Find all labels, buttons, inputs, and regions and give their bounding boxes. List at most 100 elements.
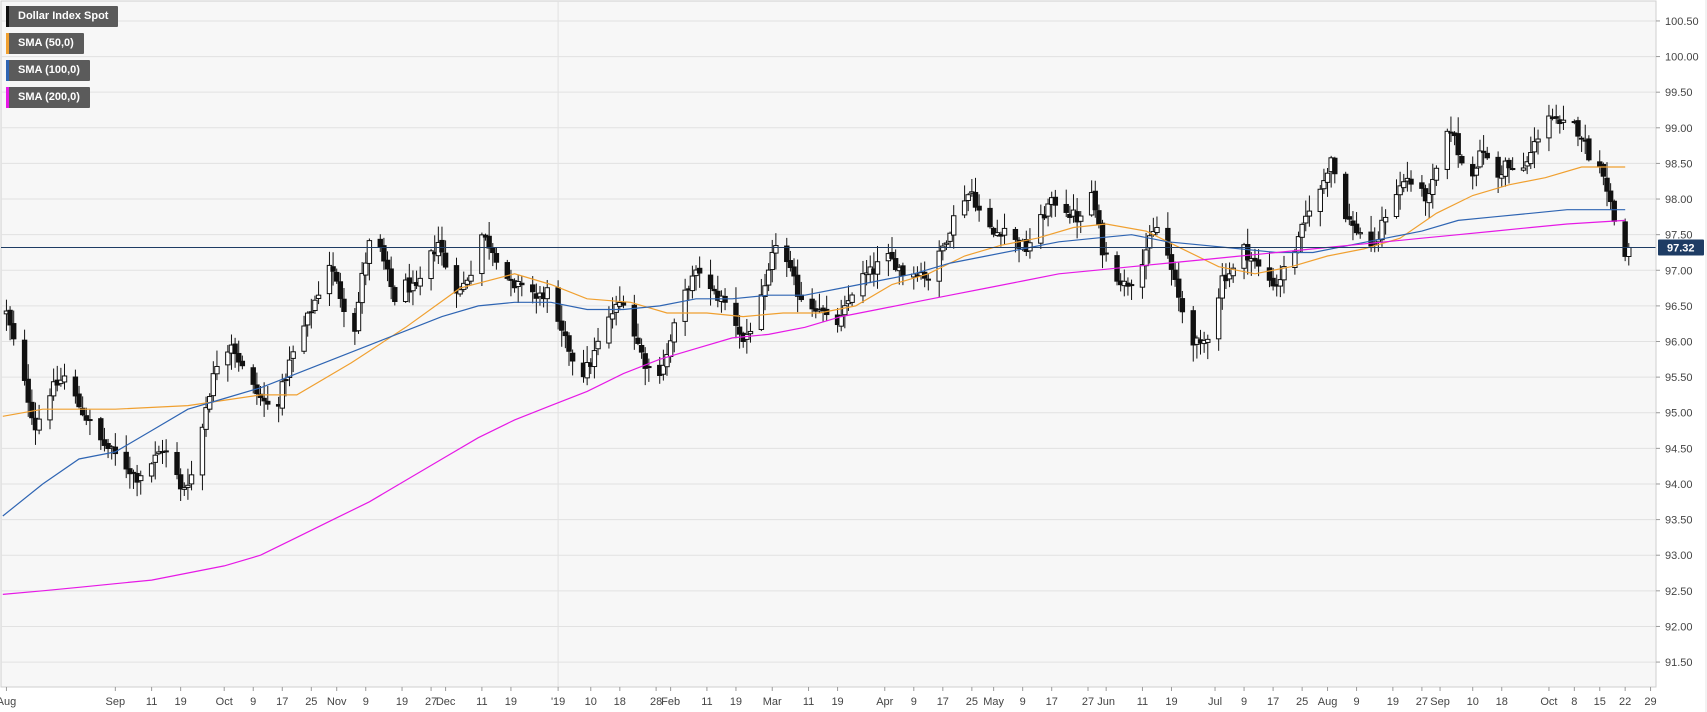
candle-body-up	[210, 373, 217, 397]
candle-body-up	[301, 325, 307, 352]
x-tick-label: 17	[937, 696, 949, 708]
candle-body-down	[1350, 220, 1356, 226]
x-tick-label: Feb	[661, 696, 680, 708]
candle-body-down	[177, 474, 184, 490]
candle-body-up	[468, 274, 474, 282]
candle-body-down	[559, 320, 565, 331]
candle-body-down	[384, 259, 391, 270]
x-tick-label: 9	[911, 696, 917, 708]
candle-body-up	[152, 454, 158, 463]
x-tick-label: 11	[476, 696, 487, 708]
candle-body-up	[457, 289, 463, 295]
y-tick-label: 100.50	[1665, 16, 1699, 28]
candle-body-down	[620, 302, 627, 306]
candle-body-up	[1226, 273, 1233, 280]
candle-body-up	[410, 282, 416, 292]
x-tick-label: 22	[1619, 696, 1631, 708]
candle-body-up	[874, 261, 881, 275]
candle-body-up	[591, 350, 598, 368]
candle-body-down	[1495, 156, 1501, 178]
candle-body-up	[138, 475, 144, 482]
x-tick-label: 25	[305, 696, 317, 708]
x-tick-label: 29	[1644, 696, 1656, 708]
candle-body-up	[428, 250, 434, 280]
candle-body-down	[392, 287, 398, 302]
x-tick-label: Apr	[876, 696, 893, 708]
candle-body-up	[1299, 223, 1305, 238]
candle-body-down	[1509, 168, 1516, 171]
candle-body-down	[105, 443, 111, 450]
y-tick-label: 94.50	[1665, 443, 1693, 455]
candle-body-down	[569, 352, 576, 362]
x-tick-label: 27	[425, 696, 437, 708]
candle-body-up	[1477, 150, 1483, 168]
candle-body-up	[544, 287, 550, 300]
candle-body-up	[667, 340, 674, 357]
x-tick-label: Nov	[327, 696, 347, 708]
candle-body-down	[1255, 259, 1262, 267]
candle-body-up	[1230, 267, 1236, 277]
x-tick-label: Oct	[1540, 696, 1557, 708]
candle-body-down	[631, 304, 638, 337]
candle-body-up	[61, 375, 68, 383]
candle-body-up	[304, 312, 311, 326]
candle-body-up	[1001, 227, 1008, 236]
candle-body-down	[11, 323, 17, 340]
x-tick-label: 17	[1046, 696, 1058, 708]
x-tick-label: 10	[1467, 696, 1479, 708]
candle-body-down	[1604, 177, 1610, 192]
candle-body-up	[943, 242, 950, 245]
candle-body-up	[359, 272, 365, 304]
y-tick-label: 93.50	[1665, 515, 1693, 527]
candle-body-up	[1546, 115, 1552, 139]
x-tick-label: Sep	[1430, 696, 1450, 708]
candle-body-up	[1139, 264, 1146, 288]
x-tick-label: Jul	[1208, 696, 1222, 708]
x-tick-label: 19	[505, 696, 517, 708]
candle-body-up	[50, 381, 57, 397]
candle-body-up	[214, 365, 220, 375]
x-tick-label: 27	[1416, 696, 1428, 708]
candle-body-down	[1419, 182, 1425, 189]
candle-body-down	[925, 278, 932, 281]
candle-body-down	[1190, 310, 1196, 346]
y-tick-label: 97.00	[1665, 265, 1693, 277]
candle-body-down	[784, 245, 790, 263]
candle-body-down	[1586, 138, 1592, 161]
legend-sma-100[interactable]: SMA (100,0)	[6, 60, 90, 81]
x-tick-label: 11	[1137, 696, 1148, 708]
y-tick-label: 95.50	[1665, 372, 1693, 384]
candle-body-down	[1607, 190, 1614, 203]
candle-body-down	[453, 265, 460, 294]
x-tick-label: 17	[1267, 696, 1279, 708]
candle-body-up	[671, 322, 677, 343]
last-price-label: 97.32	[1667, 242, 1695, 254]
candle-body-down	[1368, 231, 1374, 247]
candle-body-down	[1578, 137, 1585, 140]
y-tick-label: 96.50	[1665, 301, 1693, 313]
y-tick-label: 95.00	[1665, 408, 1693, 420]
legend-sma-50-label: SMA (50,0)	[18, 37, 74, 49]
candle-body-down	[696, 267, 703, 274]
candle-body-up	[1379, 219, 1385, 241]
candle-body-down	[174, 451, 180, 476]
candle-body-up	[283, 379, 289, 382]
legend-symbol[interactable]: Dollar Index Spot	[6, 6, 119, 27]
sma-200-swatch	[6, 87, 9, 108]
candle-body-up	[606, 316, 612, 344]
legend-sma-200[interactable]: SMA (200,0)	[6, 87, 90, 108]
x-tick-label: 19	[730, 696, 742, 708]
candle-body-down	[1611, 200, 1617, 222]
candle-body-up	[1528, 152, 1534, 165]
candle-body-down	[1342, 173, 1349, 220]
candle-body-up	[312, 299, 318, 312]
candle-body-up	[479, 234, 485, 275]
sma-100-swatch	[6, 60, 9, 81]
candle-body-up	[1306, 210, 1313, 217]
candle-body-up	[664, 353, 670, 368]
x-tick-label: 25	[1296, 696, 1308, 708]
candle-body-down	[72, 376, 79, 397]
candle-body-up	[947, 232, 953, 242]
candle-body-up	[1078, 215, 1084, 222]
legend-sma-50[interactable]: SMA (50,0)	[6, 33, 84, 54]
